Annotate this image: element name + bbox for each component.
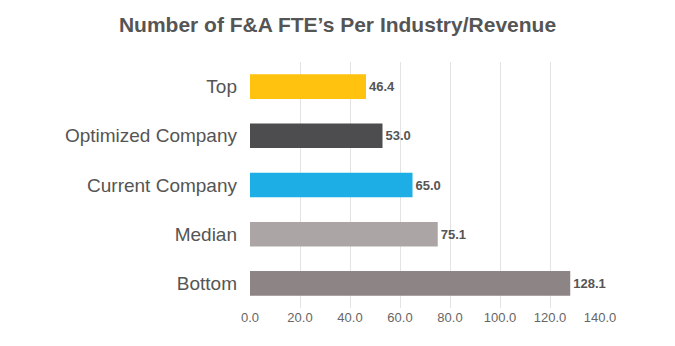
svg-text:0.0: 0.0 [241, 310, 259, 325]
svg-text:128.1: 128.1 [573, 276, 606, 291]
svg-text:40.0: 40.0 [337, 310, 362, 325]
svg-text:Median: Median [175, 224, 237, 245]
svg-text:Top: Top [206, 76, 237, 97]
svg-text:53.0: 53.0 [386, 128, 411, 143]
svg-text:Current Company: Current Company [87, 175, 237, 196]
svg-text:Number of F&A FTE’s Per Indust: Number of F&A FTE’s Per Industry/Revenue [119, 13, 556, 36]
svg-text:Bottom: Bottom [177, 273, 237, 294]
svg-text:46.4: 46.4 [369, 79, 395, 94]
svg-text:100.0: 100.0 [484, 310, 517, 325]
svg-text:Optimized Company: Optimized Company [65, 125, 238, 146]
svg-text:20.0: 20.0 [287, 310, 312, 325]
svg-text:75.1: 75.1 [441, 227, 466, 242]
svg-text:60.0: 60.0 [387, 310, 412, 325]
svg-text:140.0: 140.0 [584, 310, 617, 325]
svg-text:80.0: 80.0 [437, 310, 462, 325]
svg-text:65.0: 65.0 [416, 178, 441, 193]
svg-text:120.0: 120.0 [534, 310, 567, 325]
